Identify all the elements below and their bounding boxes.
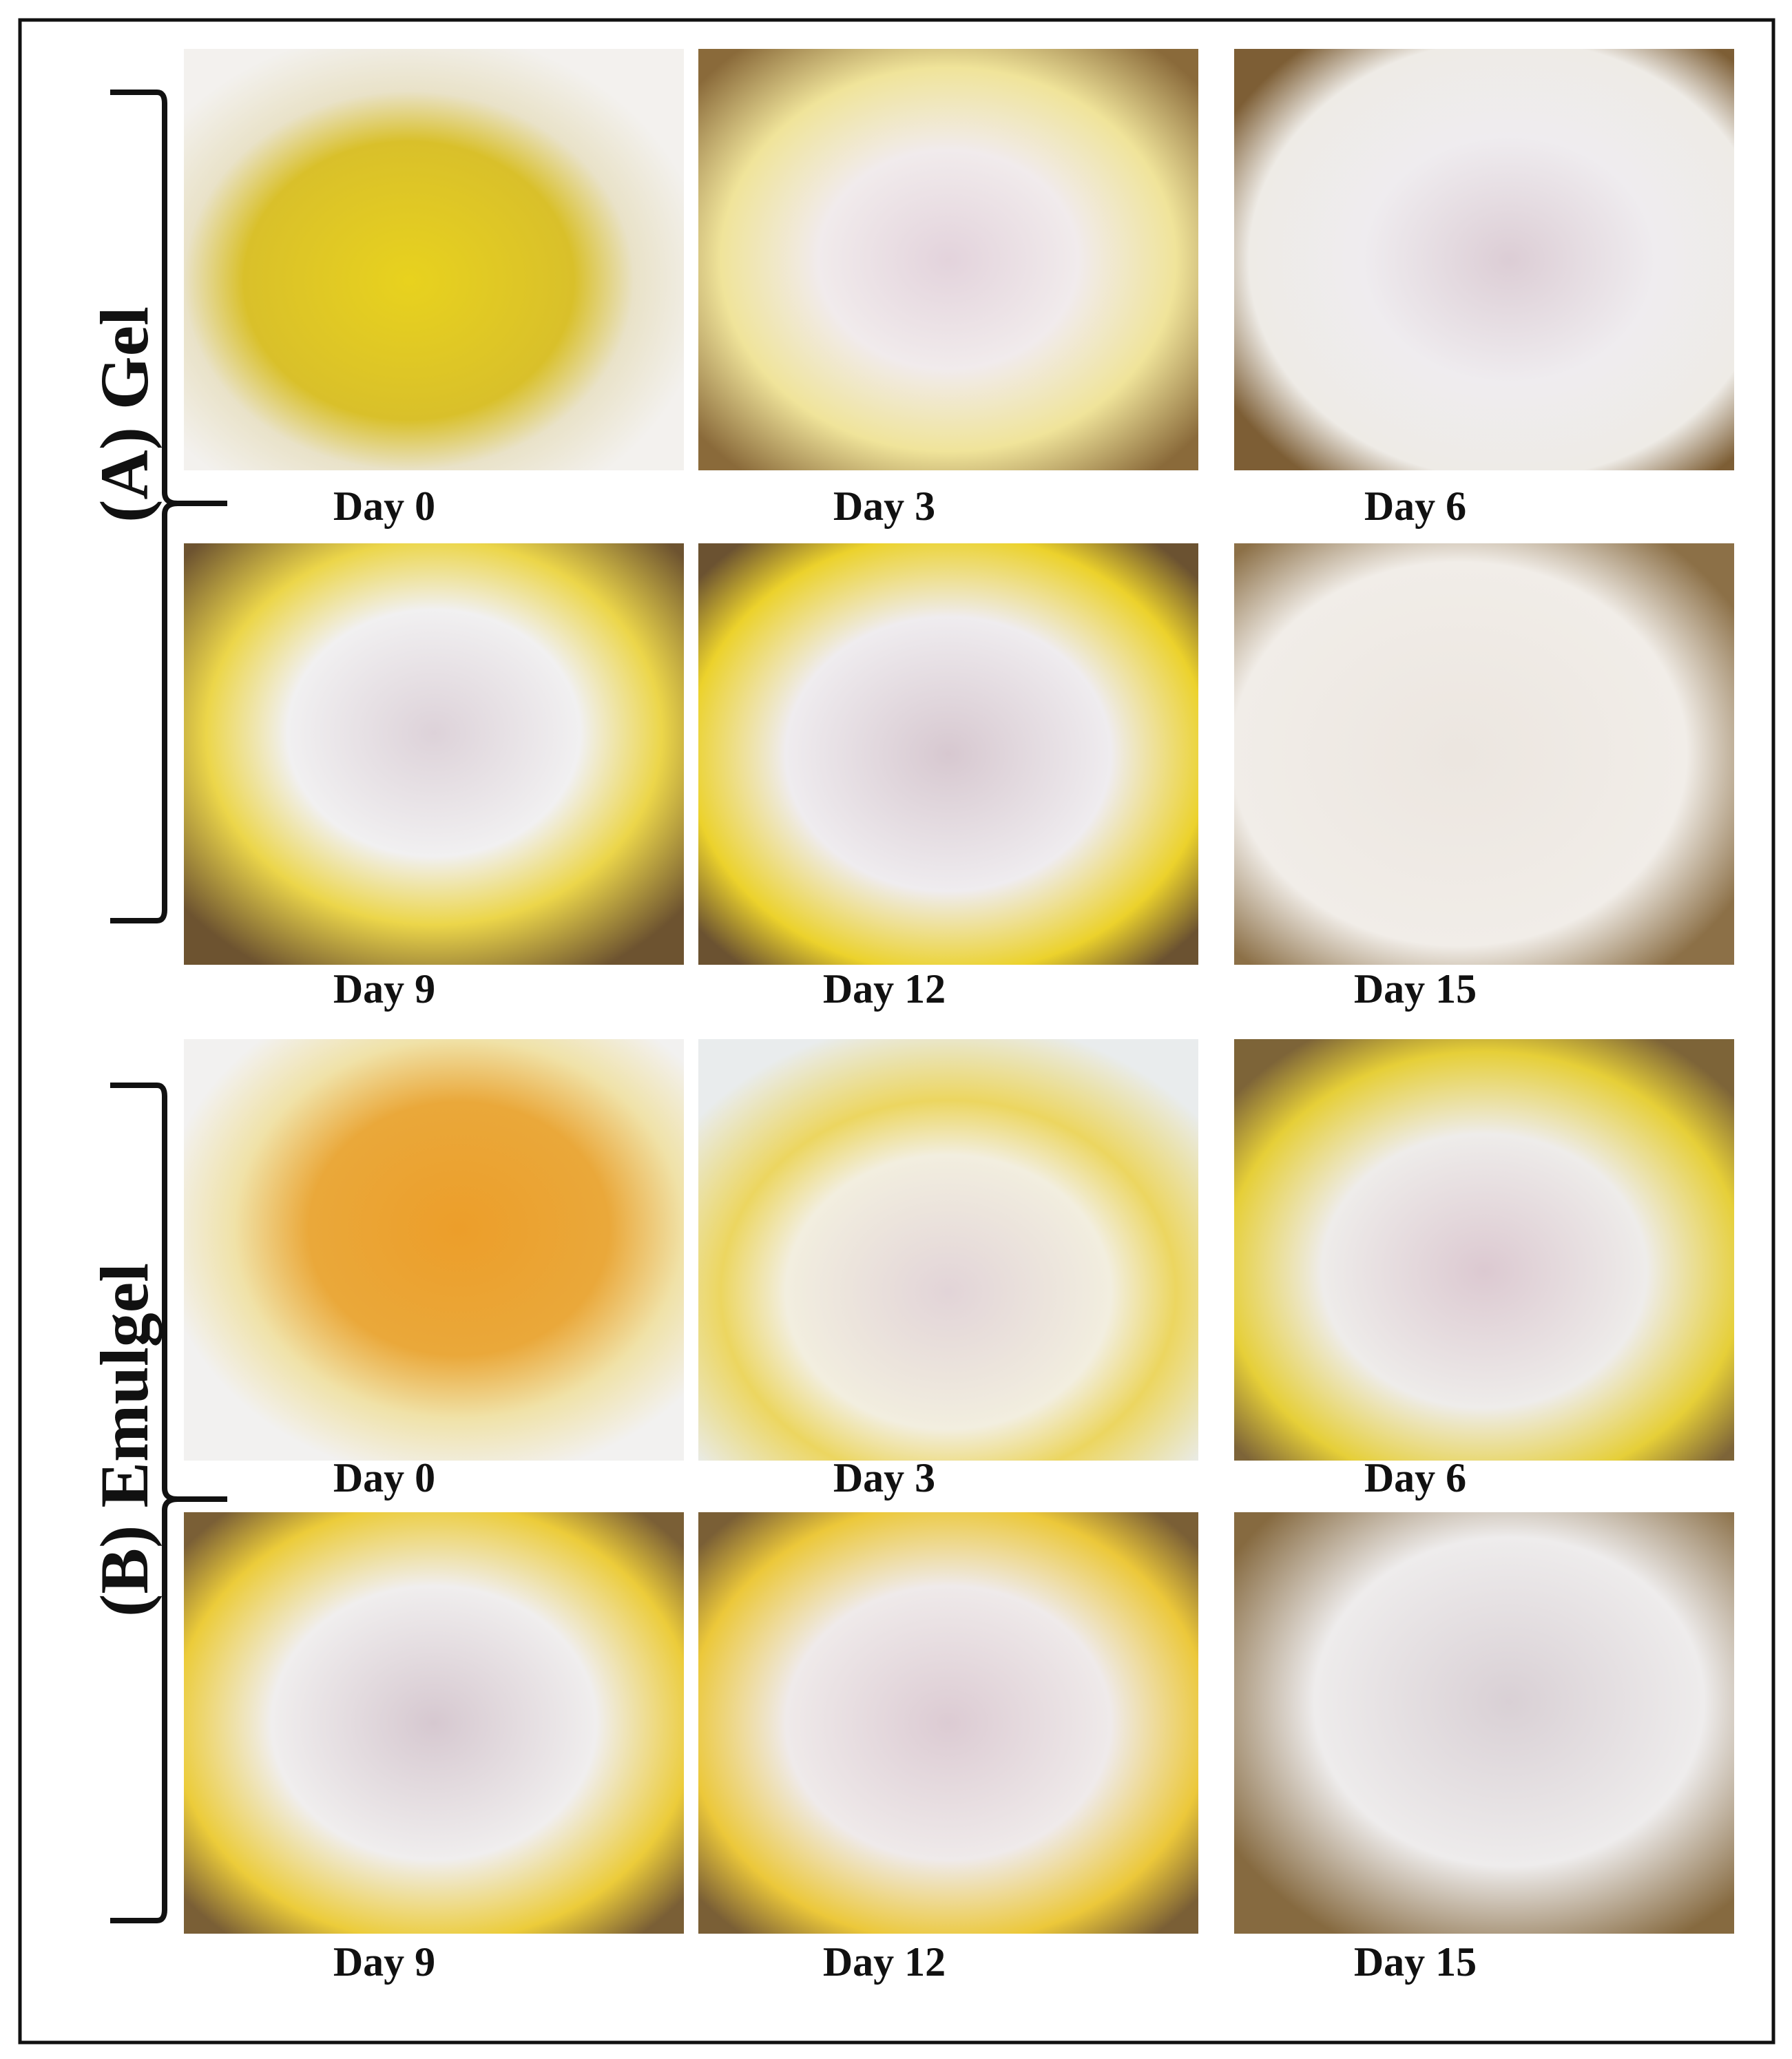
photo xyxy=(698,49,1198,470)
caption: Day 6 xyxy=(1364,1455,1466,1501)
caption: Day 3 xyxy=(833,483,935,529)
caption: Day 12 xyxy=(823,966,946,1012)
photo xyxy=(184,1039,684,1461)
photo xyxy=(184,49,684,470)
brace xyxy=(110,1083,227,1923)
group-label: (A) Gel xyxy=(86,306,163,523)
photo xyxy=(184,1512,684,1934)
caption: Day 6 xyxy=(1364,483,1466,529)
photo xyxy=(1234,1039,1734,1461)
photo xyxy=(698,1039,1198,1461)
caption: Day 9 xyxy=(333,966,435,1012)
caption: Day 0 xyxy=(333,1455,435,1501)
caption: Day 3 xyxy=(833,1455,935,1501)
photo xyxy=(1234,543,1734,965)
photo xyxy=(1234,1512,1734,1934)
photo xyxy=(698,543,1198,965)
photo xyxy=(184,543,684,965)
photo xyxy=(1234,49,1734,470)
brace xyxy=(110,90,227,923)
caption: Day 12 xyxy=(823,1939,946,1985)
group-label: (B) Emulgel xyxy=(86,1263,163,1617)
caption: Day 15 xyxy=(1354,966,1477,1012)
caption: Day 9 xyxy=(333,1939,435,1985)
photo xyxy=(698,1512,1198,1934)
caption: Day 0 xyxy=(333,483,435,529)
caption: Day 15 xyxy=(1354,1939,1477,1985)
border xyxy=(18,18,1775,2045)
